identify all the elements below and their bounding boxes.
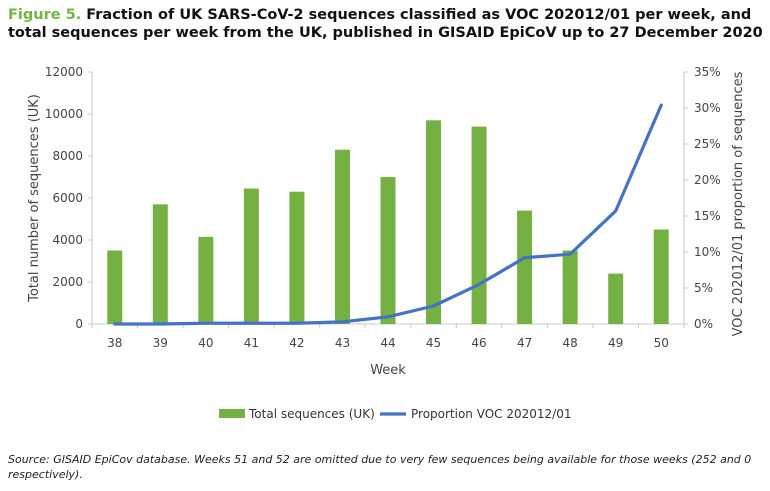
combo-chart: 0 2000 4000 6000 8000 10000 12000 0% 5% 10% 15% 20%… <box>27 65 746 421</box>
bars-layer <box>107 120 669 324</box>
bar <box>426 120 442 324</box>
y-tick-label: 10000 <box>45 107 83 121</box>
y2-axis-label: VOC 202012/01 proportion of sequences <box>731 71 746 336</box>
x-tick-label: 46 <box>471 336 486 350</box>
y2-tick-label: 15% <box>694 209 721 223</box>
y-tick-label: 0 <box>75 317 83 331</box>
x-tick-label: 44 <box>380 336 395 350</box>
y2-tick-label: 35% <box>694 65 721 79</box>
y-axis-label: Total number of sequences (UK) <box>27 94 42 303</box>
y2-tick-label: 5% <box>694 281 713 295</box>
x-tick-label: 42 <box>289 336 304 350</box>
legend-line-label: Proportion VOC 202012/01 <box>411 407 572 421</box>
labels-layer: Total number of sequences (UK) VOC 20201… <box>27 71 746 378</box>
y-tick-label: 6000 <box>52 191 83 205</box>
x-tick-label: 48 <box>563 336 578 350</box>
x-tick-label: 49 <box>608 336 623 350</box>
y2-tick-label: 30% <box>694 101 721 115</box>
x-tick-label: 38 <box>107 336 122 350</box>
y-tick-label: 4000 <box>52 233 83 247</box>
bar <box>152 204 168 324</box>
bar <box>653 229 669 324</box>
line-layer <box>113 103 663 326</box>
y2-tick-label: 25% <box>694 137 721 151</box>
bar <box>608 273 624 324</box>
x-axis-label: Week <box>370 363 406 378</box>
bar <box>471 126 487 324</box>
legend-bar-swatch <box>219 409 245 418</box>
bar <box>107 250 123 324</box>
bar <box>198 236 214 324</box>
figure-title-text: Fraction of UK SARS-CoV-2 sequences clas… <box>8 7 763 41</box>
figure-title: Figure 5. Fraction of UK SARS-CoV-2 sequ… <box>8 6 764 42</box>
y-tick-label: 12000 <box>45 65 83 79</box>
y2-tick-label: 20% <box>694 173 721 187</box>
legend-bar-label: Total sequences (UK) <box>248 407 375 421</box>
x-tick-label: 47 <box>517 336 532 350</box>
source-note: Source: GISAID EpiCov database. Weeks 51… <box>8 453 752 481</box>
x-tick-label: 45 <box>426 336 441 350</box>
bar <box>289 191 305 324</box>
proportion-line <box>113 103 663 326</box>
bar <box>380 177 396 324</box>
bar <box>562 250 578 324</box>
x-tick-label: 50 <box>654 336 669 350</box>
x-tick-label: 43 <box>335 336 350 350</box>
figure-label: Figure 5. <box>8 7 82 23</box>
x-tick-label: 40 <box>198 336 213 350</box>
x-tick-label: 39 <box>153 336 168 350</box>
bar <box>334 149 350 324</box>
y2-tick-label: 0% <box>694 317 713 331</box>
x-tick-label: 41 <box>244 336 259 350</box>
y2-tick-label: 10% <box>694 245 721 259</box>
y-tick-label: 2000 <box>52 275 83 289</box>
axes-layer: 0 2000 4000 6000 8000 10000 12000 0% 5% 10% 15% 20%… <box>45 65 721 350</box>
y-tick-label: 8000 <box>52 149 83 163</box>
legend: Total sequences (UK) Proportion VOC 2020… <box>219 407 572 421</box>
bar <box>243 188 259 324</box>
bar <box>517 210 533 324</box>
